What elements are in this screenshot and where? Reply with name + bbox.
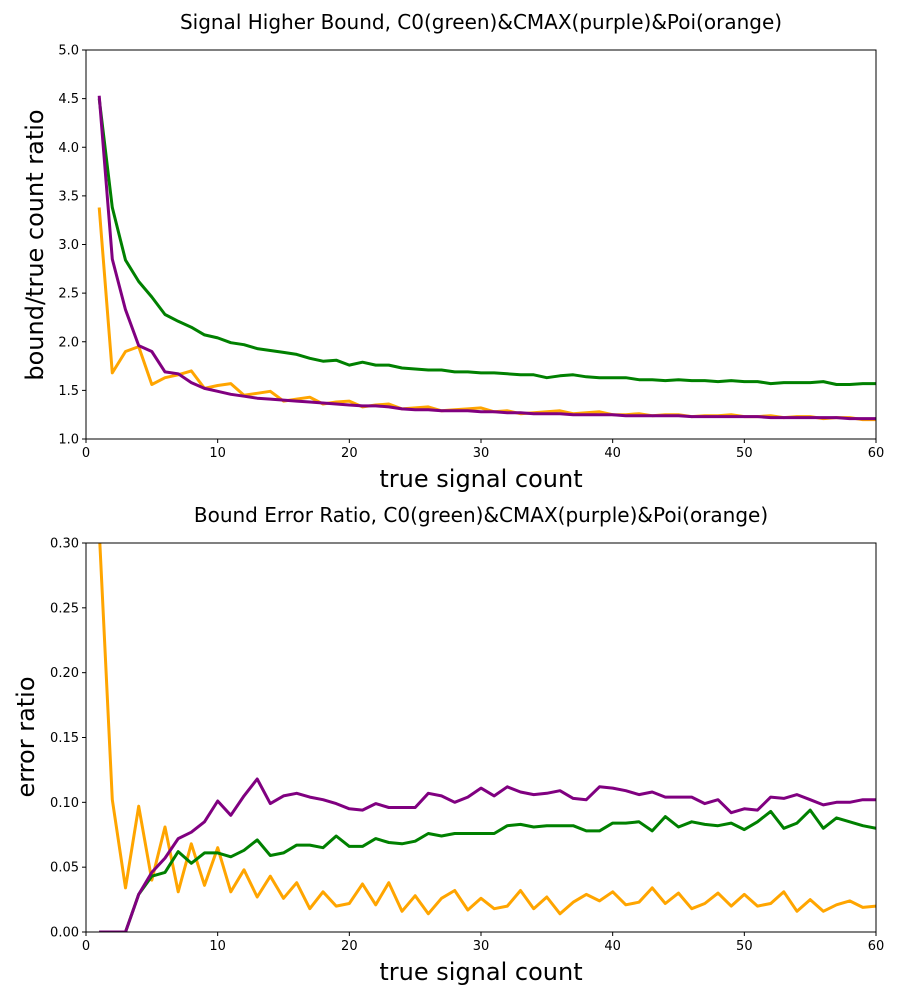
x-axis-label: true signal count: [379, 465, 582, 493]
y-tick-label: 0.05: [50, 861, 79, 876]
series-line-purple: [97, 95, 876, 421]
y-tick-label: 4.0: [58, 141, 79, 156]
x-tick-label: 20: [341, 939, 358, 954]
y-tick-label: 3.0: [58, 238, 79, 253]
y-tick-label: 0.20: [50, 666, 79, 681]
chart-panel-error: Bound Error Ratio, C0(green)&CMAX(purple…: [12, 503, 884, 986]
x-tick-label: 10: [209, 446, 226, 461]
y-tick-label: 0.25: [50, 601, 79, 616]
series-group: [98, 543, 876, 932]
x-tick-label: 0: [82, 939, 90, 954]
y-tick-label: 2.0: [58, 335, 79, 350]
x-tick-label: 30: [473, 939, 490, 954]
chart-title: Signal Higher Bound, C0(green)&CMAX(purp…: [180, 10, 782, 34]
y-tick-label: 1.5: [58, 384, 79, 399]
y-tick-label: 0.10: [50, 796, 79, 811]
x-tick-label: 50: [736, 939, 753, 954]
y-tick-label: 1.0: [58, 433, 79, 448]
y-tick-label: 0.30: [50, 537, 79, 552]
plot-area: 0 10 20 30 40 50 60 1.0 1.5 2.0 2.5 3.0 3.5 4.0 4.5 5.0: [58, 44, 884, 462]
y-tick-label: 0.15: [50, 731, 79, 746]
series-line-green: [97, 98, 876, 386]
series-line-green: [99, 808, 876, 932]
x-tick-label: 10: [209, 939, 226, 954]
y-axis-label: bound/true count ratio: [21, 109, 49, 380]
x-tick-label: 60: [868, 939, 885, 954]
y-tick-label: 3.5: [58, 189, 79, 204]
x-tick-label: 40: [604, 446, 621, 461]
y-tick-label: 4.5: [58, 92, 79, 107]
series-group: [97, 95, 876, 422]
y-axis-label: error ratio: [12, 676, 40, 797]
x-tick-label: 40: [604, 939, 621, 954]
x-tick-label: 20: [341, 446, 358, 461]
chart-panel-bound: Signal Higher Bound, C0(green)&CMAX(purp…: [21, 10, 884, 493]
series-line-orange: [98, 543, 876, 916]
x-tick-label: 0: [82, 446, 90, 461]
plot-area: 0 10 20 30 40 50 60 0.00 0.05 0.10 0.15 0.20 0.25 0.3…: [50, 537, 885, 955]
series-line-orange: [97, 207, 876, 422]
y-tick-label: 0.00: [50, 926, 79, 941]
y-tick-label: 2.5: [58, 287, 79, 302]
x-tick-label: 60: [868, 446, 885, 461]
x-axis-label: true signal count: [379, 958, 582, 986]
y-tick-label: 5.0: [58, 44, 79, 59]
chart-title: Bound Error Ratio, C0(green)&CMAX(purple…: [194, 503, 768, 527]
x-tick-label: 30: [473, 446, 490, 461]
series-line-purple: [99, 777, 876, 932]
axes-frame: [85, 542, 877, 933]
x-tick-label: 50: [736, 446, 753, 461]
